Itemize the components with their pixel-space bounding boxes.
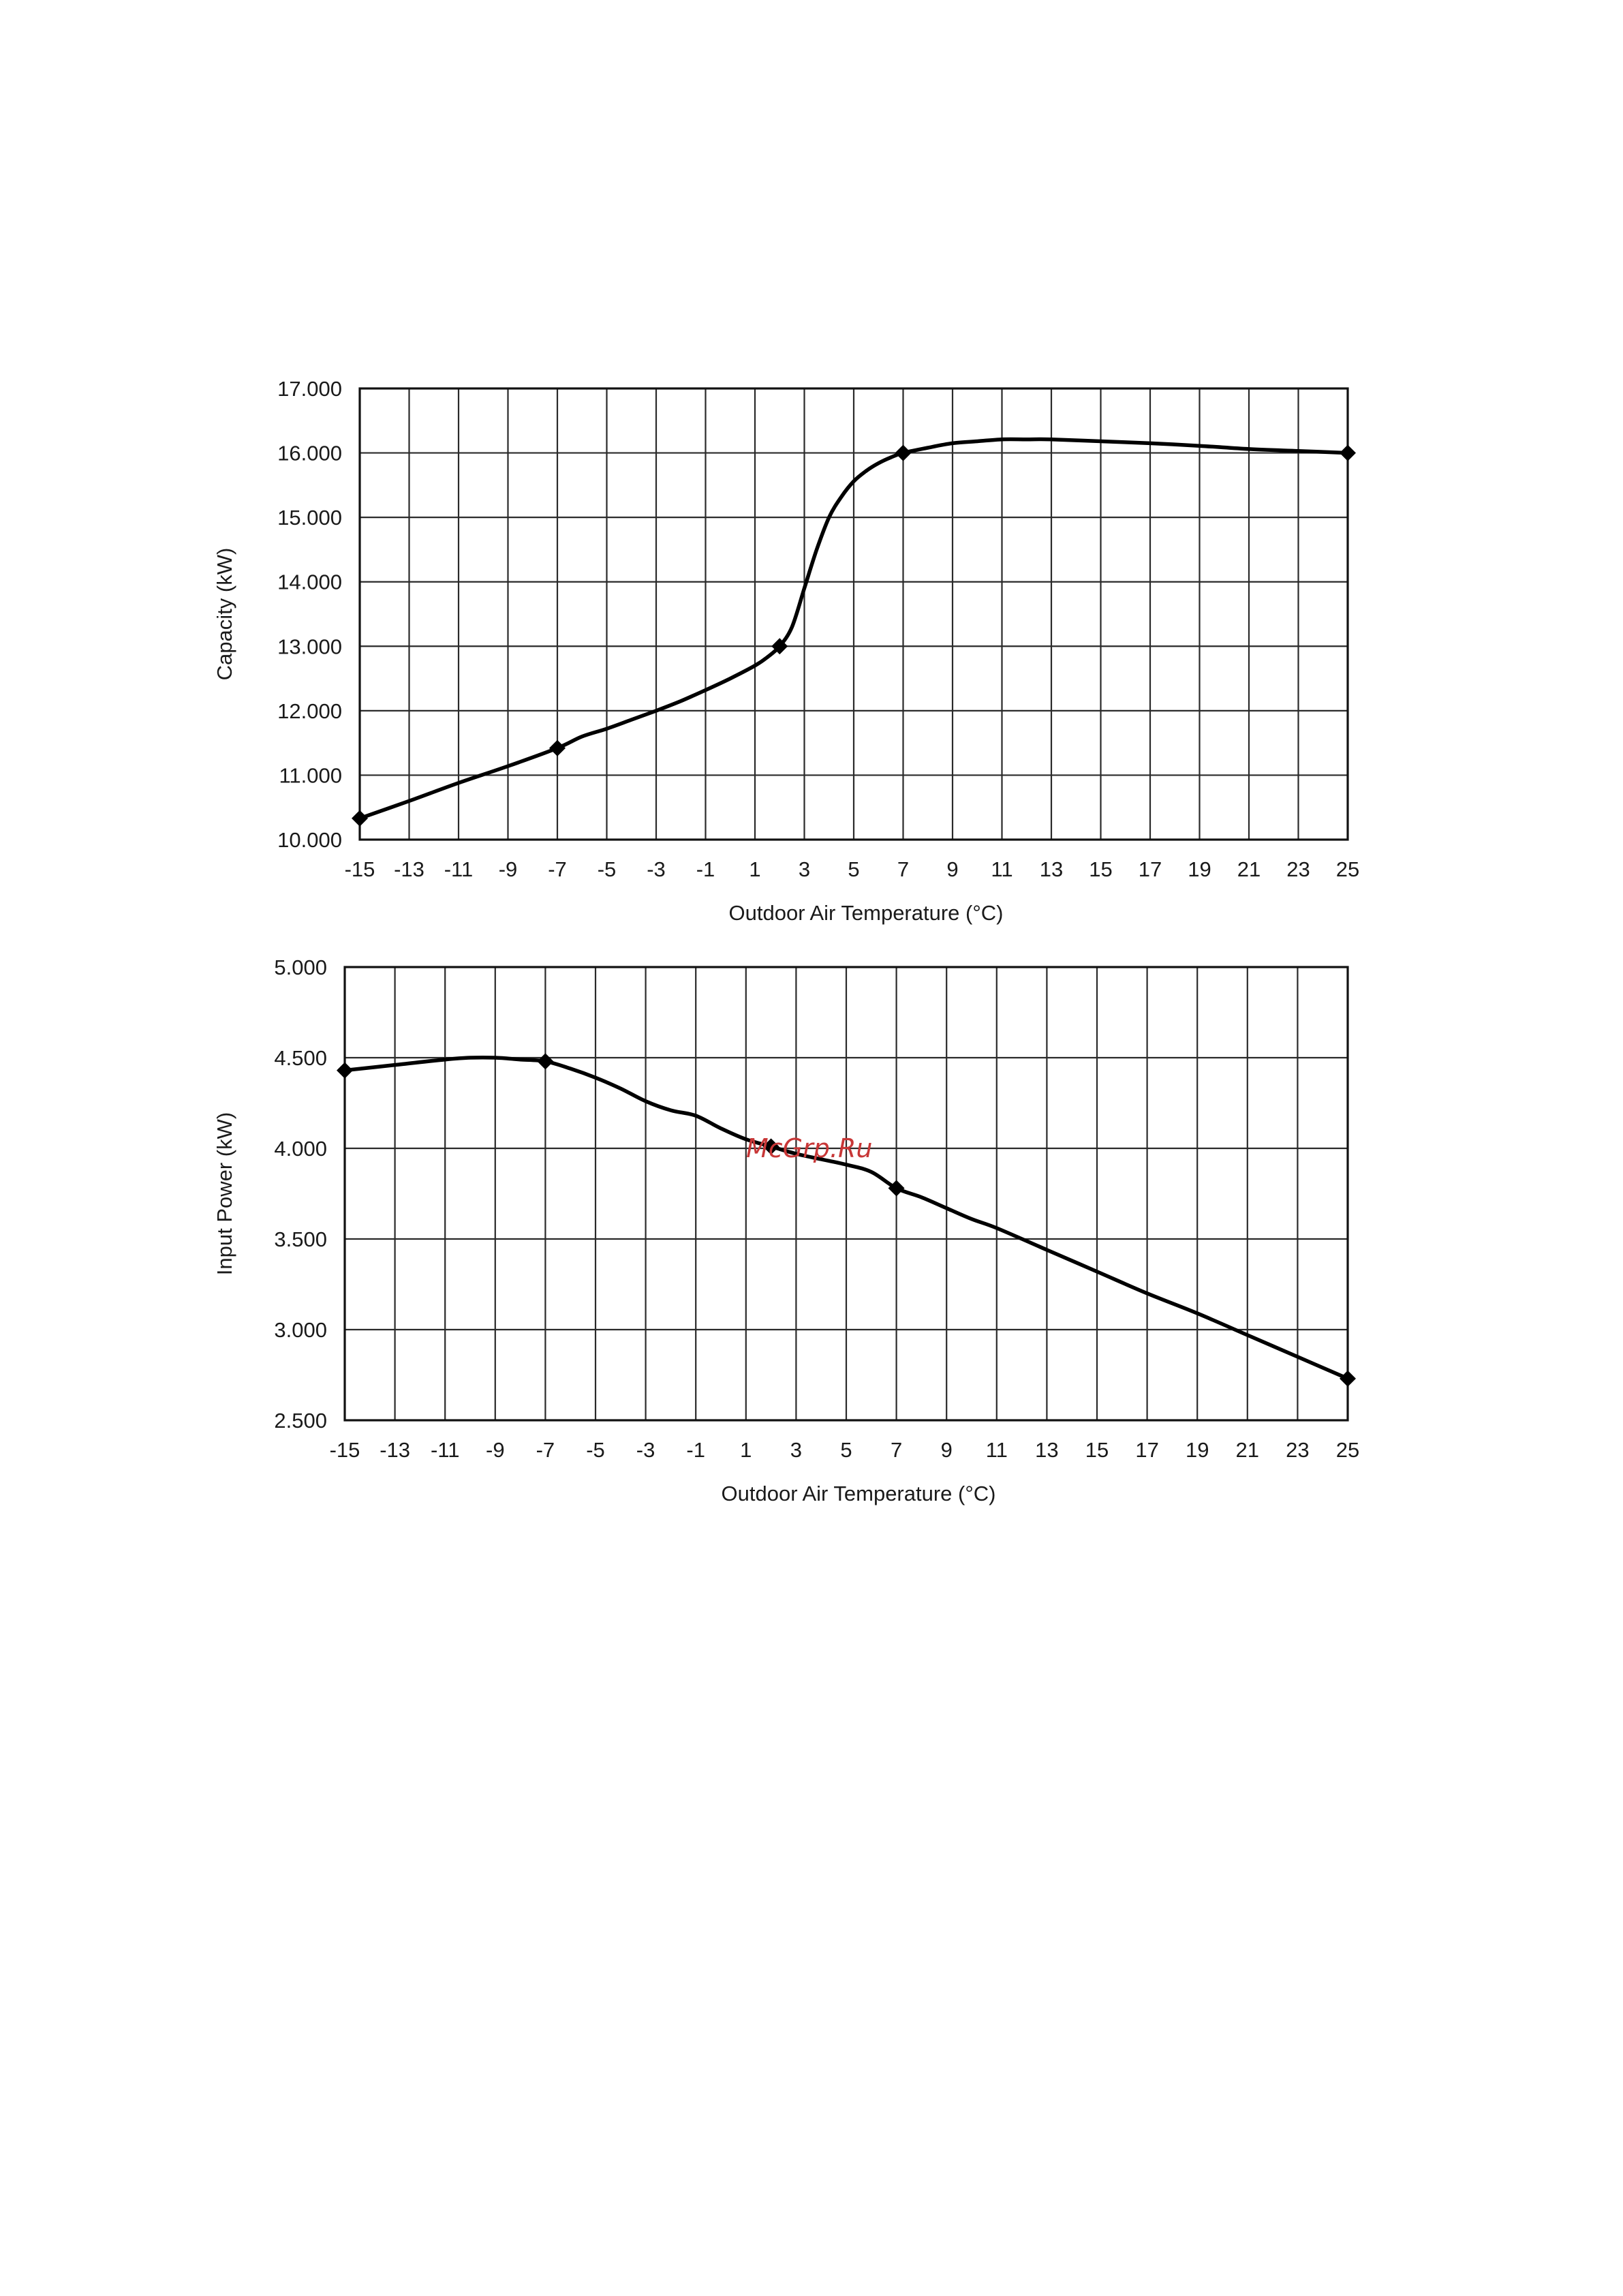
capacity-x-tick-label: 1 (749, 857, 760, 881)
input-power-x-tick-label: 25 (1336, 1438, 1359, 1462)
capacity-y-tick-label: 12.000 (277, 699, 342, 723)
capacity-x-tick-label: 21 (1237, 857, 1261, 881)
capacity-x-tick-label: -5 (598, 857, 617, 881)
capacity-x-tick-label: -1 (696, 857, 715, 881)
input-power-x-tick-label: 21 (1236, 1438, 1259, 1462)
input-power-x-tick-label: 11 (986, 1438, 1008, 1462)
input-power-y-tick-label: 3.500 (274, 1227, 327, 1251)
capacity-x-tick-label: 25 (1336, 857, 1359, 881)
capacity-x-tick-label: 5 (848, 857, 859, 881)
capacity-data-point (352, 810, 368, 827)
input-power-y-tick-label: 4.000 (274, 1137, 327, 1161)
capacity-x-tick-label: 7 (897, 857, 909, 881)
capacity-x-tick-label: -15 (345, 857, 375, 881)
capacity-data-point (771, 638, 788, 655)
input-power-chart: -15 -13 -11 -9 -7 -5 -3 -1 1 3 5 7 9 11 13 15 17 19 21 23 25… (213, 955, 1359, 1505)
input-power-series-line (343, 1055, 1350, 1381)
input-power-x-tick-label: 15 (1085, 1438, 1109, 1462)
input-power-data-point (337, 1062, 353, 1079)
input-power-x-tick-label: 5 (840, 1438, 852, 1462)
input-power-data-point (888, 1180, 905, 1197)
capacity-x-tick-label: -3 (647, 857, 666, 881)
input-power-x-tick-label: 17 (1135, 1438, 1158, 1462)
capacity-x-tick-label: 9 (946, 857, 958, 881)
input-power-x-tick-label: -5 (586, 1438, 605, 1462)
input-power-y-tick-label: 4.500 (274, 1046, 327, 1070)
capacity-y-tick-label: 11.000 (279, 763, 342, 787)
input-power-x-tick-label: -11 (431, 1438, 460, 1462)
input-power-x-axis-label: Outdoor Air Temperature (°C) (722, 1482, 996, 1505)
capacity-data-point (549, 739, 566, 756)
capacity-y-tick-label: 13.000 (277, 634, 342, 658)
capacity-x-tick-label: 23 (1286, 857, 1310, 881)
capacity-plot-frame (358, 387, 1349, 841)
input-power-x-tick-label: -15 (330, 1438, 360, 1462)
capacity-x-tick-label: 11 (991, 857, 1013, 881)
capacity-series-line (358, 437, 1350, 821)
capacity-x-tick-label: 17 (1139, 857, 1162, 881)
capacity-x-tick-label: -13 (394, 857, 424, 881)
capacity-y-tick-label: 16.000 (277, 442, 342, 465)
input-power-data-point (762, 1138, 779, 1155)
input-power-data-point (1340, 1370, 1356, 1387)
input-power-x-tick-label: -13 (380, 1438, 410, 1462)
input-power-x-tick-label: 13 (1035, 1438, 1058, 1462)
capacity-x-tick-label: -7 (548, 857, 567, 881)
input-power-y-axis-label: Input Power (kW) (213, 1112, 236, 1275)
capacity-y-tick-label: 17.000 (277, 377, 342, 401)
capacity-data-point (1340, 444, 1356, 461)
capacity-x-tick-label: 3 (799, 857, 810, 881)
input-power-data-point (537, 1053, 554, 1070)
capacity-y-axis-label: Capacity (kW) (213, 548, 236, 681)
input-power-x-tick-label: 19 (1186, 1438, 1209, 1462)
input-power-x-tick-label: -9 (486, 1438, 505, 1462)
capacity-y-tick-label: 14.000 (277, 570, 342, 594)
capacity-x-tick-label: 15 (1089, 857, 1112, 881)
input-power-plot-frame (343, 966, 1349, 1422)
capacity-x-tick-label: 19 (1188, 857, 1211, 881)
capacity-x-axis-label: Outdoor Air Temperature (°C) (729, 901, 1004, 925)
capacity-data-point (895, 444, 912, 461)
input-power-x-tick-label: 3 (790, 1438, 802, 1462)
input-power-x-tick-label: 1 (740, 1438, 752, 1462)
capacity-chart: -15 -13 -11 -9 -7 -5 -3 -1 1 3 5 7 9 11 13 15 17 19 21 23 25… (213, 377, 1359, 925)
input-power-y-tick-label: 5.000 (274, 955, 327, 979)
capacity-y-tick-label: 10.000 (277, 828, 342, 852)
capacity-x-tick-label: -9 (499, 857, 518, 881)
input-power-x-tick-label: -7 (536, 1438, 555, 1462)
input-power-x-tick-label: -3 (636, 1438, 655, 1462)
input-power-x-tick-label: -1 (686, 1438, 705, 1462)
input-power-y-tick-label: 3.000 (274, 1318, 327, 1342)
capacity-y-tick-label: 15.000 (277, 506, 342, 530)
input-power-x-tick-label: 23 (1286, 1438, 1309, 1462)
input-power-y-tick-label: 2.500 (274, 1409, 327, 1433)
watermark: McGrp.Ru (746, 1133, 872, 1163)
input-power-x-tick-label: 7 (891, 1438, 902, 1462)
input-power-x-tick-label: 9 (941, 1438, 953, 1462)
capacity-x-tick-label: 13 (1040, 857, 1063, 881)
capacity-x-tick-label: -11 (444, 857, 474, 881)
